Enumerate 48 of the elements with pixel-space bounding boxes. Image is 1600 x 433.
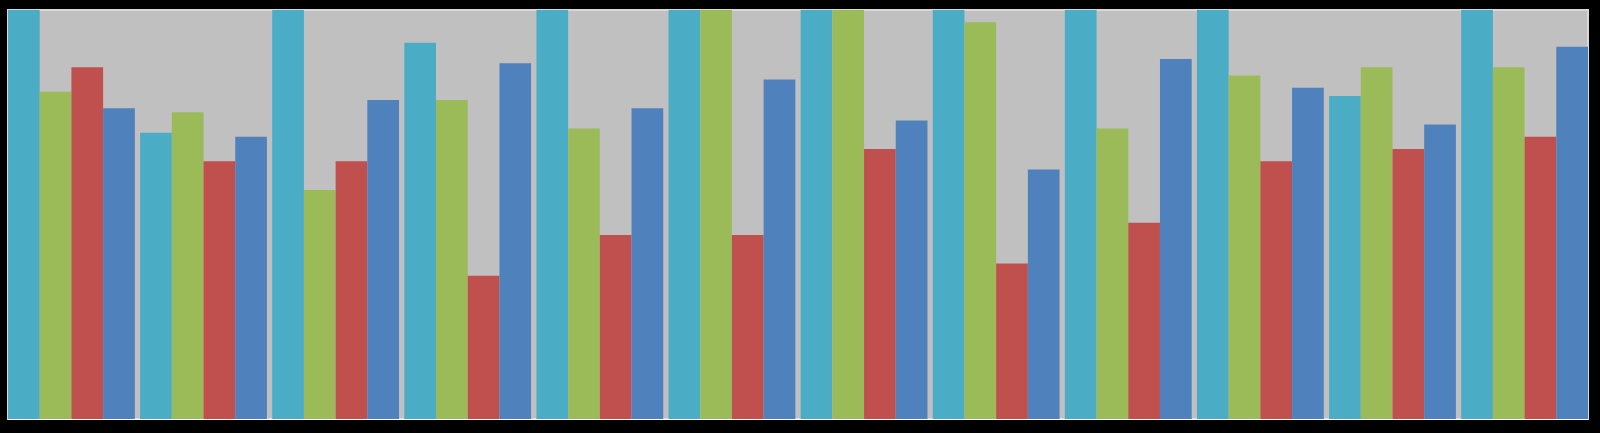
- bar: [1424, 124, 1456, 419]
- bar: [1128, 222, 1160, 419]
- bar: [1461, 10, 1493, 419]
- bar: [303, 189, 336, 419]
- bar: [631, 108, 664, 419]
- bar: [964, 22, 997, 419]
- bar: [272, 10, 304, 419]
- bar: [335, 161, 368, 419]
- bar: [832, 10, 865, 419]
- bar: [436, 99, 468, 419]
- bar: [568, 128, 600, 419]
- bar: [1064, 10, 1097, 419]
- bar: [171, 112, 204, 419]
- bar: [536, 10, 569, 419]
- bar: [1196, 10, 1229, 419]
- bar: [467, 275, 500, 419]
- bar: [1392, 149, 1425, 419]
- bar: [700, 10, 732, 419]
- bar: [599, 234, 632, 419]
- bar: [1329, 95, 1361, 419]
- bar: [1228, 75, 1261, 419]
- bar: [71, 67, 104, 419]
- bar: [140, 132, 172, 419]
- bar: [1096, 128, 1129, 419]
- bar: [103, 108, 135, 419]
- bar: [499, 63, 532, 419]
- bar: [1492, 67, 1525, 419]
- bar: [1524, 136, 1557, 419]
- bar: [8, 10, 40, 419]
- bar: [1260, 161, 1293, 419]
- bar: [1027, 169, 1060, 419]
- bar: [404, 42, 437, 419]
- bar: [932, 10, 965, 419]
- bar: [235, 136, 267, 419]
- bar: [864, 149, 896, 419]
- bar: [1360, 67, 1393, 419]
- bar: [668, 10, 701, 419]
- bar: [203, 161, 236, 419]
- bar: [1159, 59, 1192, 419]
- bar: [39, 91, 72, 419]
- bar: [800, 10, 833, 419]
- bar: [1556, 46, 1588, 419]
- bar: [895, 120, 928, 419]
- bar: [367, 99, 400, 419]
- bar: [763, 79, 796, 419]
- bar: [731, 234, 764, 419]
- bar: [1292, 87, 1324, 419]
- bar: [996, 263, 1028, 419]
